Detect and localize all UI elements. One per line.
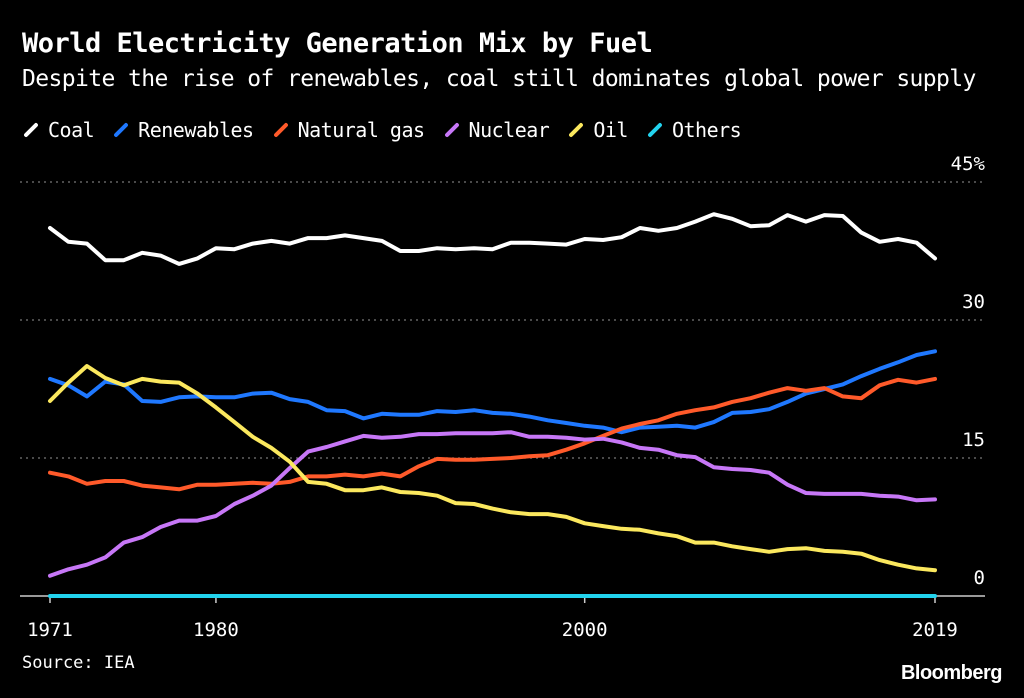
- series-line-nuclear: [48, 430, 937, 578]
- legend-label: Oil: [593, 118, 628, 142]
- x-tick-label: 2019: [912, 619, 958, 641]
- y-tick-label: 15: [962, 429, 985, 451]
- legend-label: Natural gas: [297, 118, 425, 142]
- legend-item: Renewables: [112, 118, 254, 142]
- series-line-renewables: [48, 349, 937, 435]
- series-line-oil: [48, 364, 937, 573]
- legend-item: Nuclear: [443, 118, 550, 142]
- x-tick-label: 2000: [562, 619, 608, 641]
- bloomberg-logo: Bloomberg: [900, 662, 1003, 684]
- legend-item: Others: [646, 118, 742, 142]
- legend-item: Natural gas: [272, 118, 425, 142]
- x-tick-label: 1971: [27, 619, 73, 641]
- legend-label: Coal: [48, 118, 95, 142]
- y-tick-label: 45%: [951, 153, 986, 175]
- legend: Coal Renewables Natural gas Nuclear Oil Other…: [22, 118, 742, 142]
- y-tick-label: 0: [974, 567, 985, 589]
- legend-label: Renewables: [138, 118, 254, 142]
- series-line-natural-gas: [48, 376, 937, 492]
- chart-subtitle: Despite the rise of renewables, coal sti…: [22, 66, 976, 92]
- legend-item: Coal: [22, 118, 95, 142]
- legend-item: Oil: [567, 118, 628, 142]
- series-line-coal: [48, 212, 937, 266]
- legend-label: Others: [671, 118, 742, 142]
- chart-title: World Electricity Generation Mix by Fuel: [22, 28, 653, 59]
- source-note: Source: IEA: [22, 653, 135, 673]
- x-tick-label: 1980: [193, 619, 239, 641]
- y-tick-label: 30: [962, 291, 985, 313]
- legend-label: Nuclear: [468, 118, 550, 142]
